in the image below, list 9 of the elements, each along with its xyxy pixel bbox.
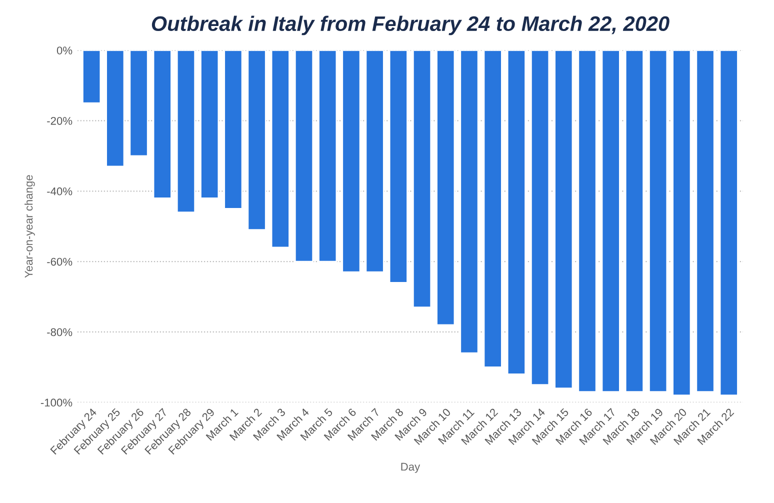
chart-title: Outbreak in Italy from February 24 to March 22, 2020 xyxy=(152,16,670,36)
y-axis-title: Year-on-year change xyxy=(24,175,35,278)
y-tick-label: -40% xyxy=(47,187,72,196)
y-tick-label: -80% xyxy=(47,328,72,336)
y-tick-label: -100% xyxy=(40,398,72,407)
y-tick-label: -60% xyxy=(47,258,72,266)
x-axis-title: Day xyxy=(401,462,420,473)
y-tick-label: -20% xyxy=(47,116,72,125)
y-tick-label: 0% xyxy=(56,46,72,54)
